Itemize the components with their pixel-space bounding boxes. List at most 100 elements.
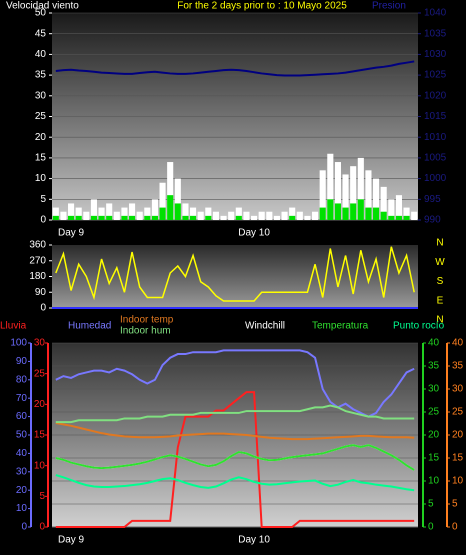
bar: [75, 207, 82, 220]
bar: [121, 207, 128, 220]
y4-tick-label: 0: [452, 522, 458, 533]
y3-tick-label: 30: [34, 338, 46, 349]
y4-tick-label: 15: [452, 453, 464, 464]
bar: [167, 162, 174, 220]
y4-tick-label: 20: [452, 430, 464, 441]
bar: [52, 207, 59, 220]
bar: [342, 207, 349, 220]
y2-tick-label: 15: [428, 453, 440, 464]
bar: [106, 203, 113, 220]
bar: [350, 203, 357, 220]
bar: [388, 199, 395, 220]
y2-tick-label: 1000: [424, 173, 447, 184]
bar: [75, 215, 82, 220]
bar: [281, 211, 288, 220]
y-tick-label: 20: [35, 132, 47, 143]
y2-tick-label: 1035: [424, 28, 447, 39]
x-tick-label: Day 9: [58, 228, 85, 239]
bar: [98, 207, 105, 220]
legend-entry: Indoor temp: [120, 315, 174, 326]
bar: [395, 215, 402, 220]
y-tick-label: 45: [35, 28, 47, 39]
bar: [174, 178, 181, 220]
compass-label: E: [437, 295, 444, 306]
bar: [159, 207, 166, 220]
line: [55, 474, 415, 492]
y3-tick-label: 5: [39, 491, 45, 502]
y-tick-label: 100: [10, 338, 27, 349]
bar: [60, 211, 67, 220]
y2-tick-label: 995: [424, 194, 441, 205]
bar: [403, 207, 410, 220]
bar: [121, 215, 128, 220]
y2-tick-label: 40: [428, 338, 440, 349]
y-tick-label: 20: [16, 485, 28, 496]
compass-label: W: [435, 257, 445, 268]
bar: [129, 203, 136, 220]
y2-tick-label: 20: [428, 430, 440, 441]
bar: [357, 157, 364, 220]
bar: [357, 199, 364, 220]
y-tick-label: 50: [35, 8, 47, 19]
bar: [395, 195, 402, 220]
bar: [342, 174, 349, 220]
bar: [113, 211, 120, 220]
bar: [266, 211, 273, 220]
bar: [327, 153, 334, 220]
bar: [289, 215, 296, 220]
y-tick-label: 180: [29, 271, 46, 282]
y-tick-label: 25: [35, 111, 47, 122]
y-tick-label: 90: [35, 287, 47, 298]
y2-tick-label: 30: [428, 384, 440, 395]
bar: [151, 199, 158, 220]
bar: [235, 207, 242, 220]
bar: [174, 203, 181, 220]
y-tick-label: 30: [16, 466, 28, 477]
bar: [90, 199, 97, 220]
y2-tick-label: 1015: [424, 111, 447, 122]
bar: [296, 211, 303, 220]
y-tick-label: 10: [16, 503, 28, 514]
line: [55, 246, 415, 302]
bar: [197, 211, 204, 220]
bar: [182, 215, 189, 220]
y3-tick-label: 0: [39, 522, 45, 533]
legend-entry: Humedad: [68, 321, 111, 332]
line: [55, 60, 415, 77]
bar: [182, 203, 189, 220]
y-tick-label: 80: [16, 374, 28, 385]
x-tick-label: Day 10: [238, 228, 270, 239]
bar: [380, 186, 387, 220]
y-tick-label: 0: [40, 215, 46, 226]
bar: [403, 215, 410, 220]
y4-tick-label: 5: [452, 499, 458, 510]
y-tick-label: 60: [16, 411, 28, 422]
y3-tick-label: 10: [34, 460, 46, 471]
y-tick-label: 10: [35, 173, 47, 184]
y2-tick-label: 0: [428, 522, 434, 533]
bar: [243, 211, 250, 220]
y4-tick-label: 10: [452, 476, 464, 487]
bar: [235, 215, 242, 220]
bar: [327, 199, 334, 220]
bar: [373, 178, 380, 220]
y2-axis-title: Presion: [372, 1, 406, 12]
bar: [151, 215, 158, 220]
y4-tick-label: 40: [452, 338, 464, 349]
legend-entry: Lluvia: [0, 321, 27, 332]
y2-tick-label: 1020: [424, 90, 447, 101]
compass-label: S: [437, 276, 444, 287]
bar: [205, 215, 212, 220]
legend-entry: Temperatura: [312, 321, 369, 332]
bar: [273, 215, 280, 220]
y2-tick-label: 35: [428, 361, 440, 372]
y-tick-label: 35: [35, 70, 47, 81]
bar: [319, 170, 326, 220]
bar: [68, 215, 75, 220]
y-tick-label: 50: [16, 430, 28, 441]
line: [55, 422, 415, 441]
bar: [159, 182, 166, 220]
line: [55, 444, 415, 471]
